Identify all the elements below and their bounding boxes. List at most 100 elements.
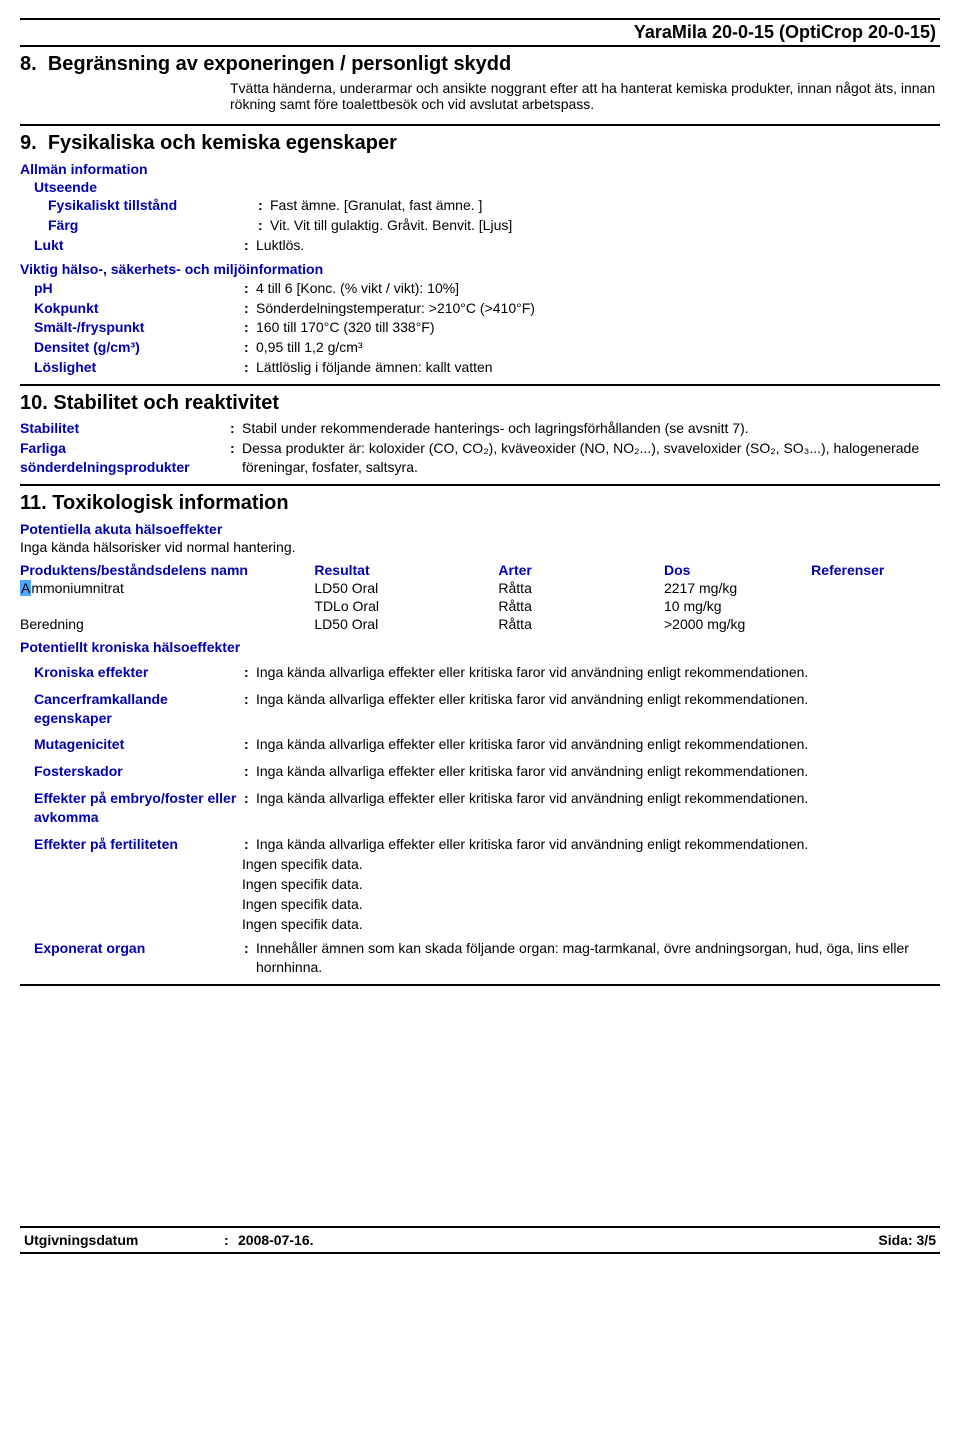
organ-label: Exponerat organ: [20, 939, 244, 977]
section-11-heading: 11. Toxikologisk information: [20, 492, 940, 515]
row-solub: Löslighet : Lättlöslig i följande ämnen:…: [20, 358, 940, 377]
section-10-title: Stabilitet och reaktivitet: [53, 392, 279, 414]
row-density: Densitet (g/cm³) : 0,95 till 1,2 g/cm³: [20, 338, 940, 357]
tox-name-2: Beredning: [20, 615, 314, 633]
th-ref: Referenser: [811, 561, 940, 579]
chronic-label-1: Cancerframkallande egenskaper: [20, 690, 244, 728]
section-8: 8. Begränsning av exponeringen / personl…: [20, 53, 940, 126]
th-species: Arter: [498, 561, 664, 579]
colon: :: [230, 439, 242, 477]
section-9-title: Fysikaliska och kemiska egenskaper: [48, 132, 397, 154]
colon: :: [244, 735, 256, 754]
boil-label: Kokpunkt: [20, 299, 244, 318]
odor-val: Luktlös.: [256, 236, 940, 255]
colon: :: [244, 338, 256, 357]
row-chronic-3: Fosterskador : Inga kända allvarliga eff…: [20, 762, 940, 781]
row-stability: Stabilitet : Stabil under rekommenderade…: [20, 419, 940, 438]
nodata-3: Ingen specifik data.: [242, 915, 940, 934]
colon: :: [244, 299, 256, 318]
tox-species-2: Råtta: [498, 615, 664, 633]
chronic-val-0: Inga kända allvarliga effekter eller kri…: [256, 663, 940, 682]
row-chronic-0: Kroniska effekter : Inga kända allvarlig…: [20, 663, 940, 682]
hazard-val: Dessa produkter är: koloxider (CO, CO₂),…: [242, 439, 940, 477]
section-10-num: 10.: [20, 392, 48, 414]
row-nodata-3: Ingen specifik data.: [20, 915, 940, 934]
tox-row-0: Ammoniumnitrat LD50 Oral Råtta 2217 mg/k…: [20, 579, 940, 597]
row-chronic-2: Mutagenicitet : Inga kända allvarliga ef…: [20, 735, 940, 754]
row-chronic-5: Effekter på fertiliteten : Inga kända al…: [20, 835, 940, 854]
nodata-spacer-0: [20, 855, 230, 874]
acute-text: Inga kända hälsorisker vid normal hanter…: [20, 539, 940, 555]
melt-label: Smält-/fryspunkt: [20, 318, 244, 337]
tox-ref-0: [811, 579, 940, 597]
nodata-spacer-1: [20, 875, 230, 894]
section-8-num: 8.: [20, 53, 37, 75]
row-nodata-0: Ingen specifik data.: [20, 855, 940, 874]
footer-colon: :: [224, 1232, 238, 1248]
row-color: Färg : Vit. Vit till gulaktig. Gråvit. B…: [20, 216, 940, 235]
odor-label: Lukt: [20, 236, 244, 255]
row-hazard: Farliga sönderdelningsprodukter : Dessa …: [20, 439, 940, 477]
nodata-2: Ingen specifik data.: [242, 895, 940, 914]
row-organ: Exponerat organ : Innehåller ämnen som k…: [20, 939, 940, 977]
colon: :: [230, 419, 242, 438]
section-10-heading: 10. Stabilitet och reaktivitet: [20, 392, 940, 415]
chronic-val-5: Inga kända allvarliga effekter eller kri…: [256, 835, 940, 854]
tox-result-2: LD50 Oral: [314, 615, 498, 633]
density-val: 0,95 till 1,2 g/cm³: [256, 338, 940, 357]
tox-dose-2: >2000 mg/kg: [664, 615, 811, 633]
chronic-label-3: Fosterskador: [20, 762, 244, 781]
colon: :: [244, 939, 256, 977]
product-name-header: YaraMila 20-0-15 (OptiCrop 20-0-15): [20, 18, 940, 47]
highlight-letter: A: [20, 580, 31, 596]
tox-ref-1: [811, 597, 940, 615]
colon: :: [244, 358, 256, 377]
stability-val: Stabil under rekommenderade hanterings- …: [242, 419, 940, 438]
section-9-heading: 9. Fysikaliska och kemiska egenskaper: [20, 132, 940, 155]
colon: :: [244, 663, 256, 682]
row-nodata-2: Ingen specifik data.: [20, 895, 940, 914]
section-9: 9. Fysikaliska och kemiska egenskaper Al…: [20, 132, 940, 386]
tox-species-1: Råtta: [498, 597, 664, 615]
chronic-val-1: Inga kända allvarliga effekter eller kri…: [256, 690, 940, 728]
colon: :: [258, 196, 270, 215]
tox-header-row: Produktens/beståndsdelens namn Resultat …: [20, 561, 940, 579]
section-11: 11. Toxikologisk information Potentiella…: [20, 492, 940, 986]
tox-result-1: TDLo Oral: [314, 597, 498, 615]
section-8-heading: 8. Begränsning av exponeringen / personl…: [20, 53, 940, 76]
colon-spacer: [230, 875, 242, 894]
color-val: Vit. Vit till gulaktig. Gråvit. Benvit. …: [270, 216, 940, 235]
tox-dose-0: 2217 mg/kg: [664, 579, 811, 597]
appearance-heading: Utseende: [20, 179, 940, 195]
tox-row-2: Beredning LD50 Oral Råtta >2000 mg/kg: [20, 615, 940, 633]
melt-val: 160 till 170°C (320 till 338°F): [256, 318, 940, 337]
acute-heading: Potentiella akuta hälsoeffekter: [20, 521, 940, 537]
nodata-0: Ingen specifik data.: [242, 855, 940, 874]
density-label: Densitet (g/cm³): [20, 338, 244, 357]
phys-state-val: Fast ämne. [Granulat, fast ämne. ]: [270, 196, 940, 215]
solub-label: Löslighet: [20, 358, 244, 377]
tox-dose-1: 10 mg/kg: [664, 597, 811, 615]
row-boil: Kokpunkt : Sönderdelningstemperatur: >21…: [20, 299, 940, 318]
row-melt: Smält-/fryspunkt : 160 till 170°C (320 t…: [20, 318, 940, 337]
colon-spacer: [230, 915, 242, 934]
row-chronic-4: Effekter på embryo/foster eller avkomma …: [20, 789, 940, 827]
colon: :: [244, 835, 256, 854]
colon: :: [244, 236, 256, 255]
tox-species-0: Råtta: [498, 579, 664, 597]
page-footer: Utgivningsdatum : 2008-07-16. Sida: 3/5: [20, 1226, 940, 1254]
row-phys-state: Fysikaliskt tillstånd : Fast ämne. [Gran…: [20, 196, 940, 215]
tox-row-1: TDLo Oral Råtta 10 mg/kg: [20, 597, 940, 615]
footer-date: 2008-07-16.: [238, 1232, 878, 1248]
general-info-heading: Allmän information: [20, 161, 940, 177]
chronic-val-2: Inga kända allvarliga effekter eller kri…: [256, 735, 940, 754]
th-dose: Dos: [664, 561, 811, 579]
th-name: Produktens/beståndsdelens namn: [20, 561, 314, 579]
footer-page: Sida: 3/5: [878, 1232, 936, 1248]
health-info-heading: Viktig hälso-, säkerhets- och miljöinfor…: [20, 261, 940, 277]
colon: :: [244, 279, 256, 298]
nodata-spacer-2: [20, 895, 230, 914]
page-container: YaraMila 20-0-15 (OptiCrop 20-0-15) 8. B…: [0, 0, 960, 1264]
phys-state-label: Fysikaliskt tillstånd: [20, 196, 258, 215]
stability-label: Stabilitet: [20, 419, 230, 438]
